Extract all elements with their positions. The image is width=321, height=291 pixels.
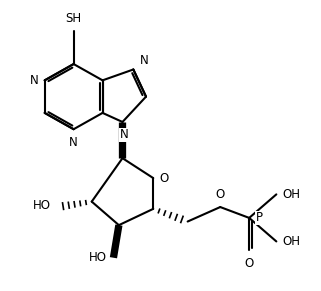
Text: N: N [69, 136, 78, 149]
Text: O: O [160, 172, 169, 184]
Text: O: O [245, 257, 254, 270]
Text: N: N [120, 129, 129, 141]
Text: HO: HO [33, 199, 51, 212]
Text: OH: OH [283, 235, 301, 248]
Text: SH: SH [65, 12, 82, 25]
Text: OH: OH [283, 188, 301, 201]
Text: HO: HO [89, 251, 107, 264]
Text: P: P [256, 211, 263, 224]
Text: O: O [216, 187, 225, 200]
Text: N: N [140, 54, 149, 67]
Text: N: N [30, 74, 38, 87]
